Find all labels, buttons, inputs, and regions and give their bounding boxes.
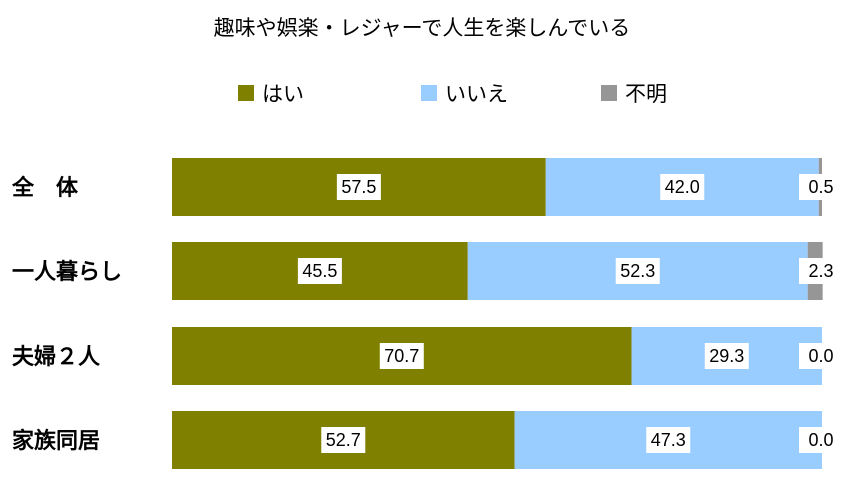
category-label-1: 全 体 [11,175,79,201]
legend-swatch-2 [421,85,437,101]
value-label-1-2: 42.0 [665,177,700,197]
value-labels: 57.5 42.0 0.5 45.5 52.3 2.3 70.7 29.3 0.0 52.7 47.… [297,174,843,453]
legend: はい いいえ 不明 [238,82,667,106]
value-label-2-3: 2.3 [808,261,833,281]
legend-label-2: いいえ [445,82,508,106]
legend-swatch-3 [601,85,617,101]
legend-swatch-1 [238,85,254,101]
value-label-1-1: 57.5 [341,177,376,197]
value-label-3-2: 29.3 [709,346,744,366]
value-label-3-1: 70.7 [384,346,419,366]
value-label-box-3-3 [799,343,843,369]
legend-label-3: 不明 [625,82,667,106]
category-label-4: 家族同居 [12,428,100,454]
value-label-box-1-3 [799,174,843,200]
legend-label-1: はい [262,82,304,106]
value-label-box-4-3 [799,427,843,453]
value-label-box-4-1 [321,427,366,453]
value-label-box-3-1 [379,343,424,369]
value-label-box-2-1 [297,258,342,284]
value-label-box-3-2 [704,343,749,369]
value-label-4-3: 0.0 [808,430,833,450]
chart-title: 趣味や娯楽・レジャーで人生を楽しんでいる [214,16,631,40]
value-label-2-1: 45.5 [302,261,337,281]
value-label-3-3: 0.0 [808,346,833,366]
value-label-box-1-2 [660,174,705,200]
category-label-3: 夫婦２人 [12,344,100,370]
value-label-box-2-3 [799,258,843,284]
category-label-2: 一人暮らし [12,260,122,285]
value-label-box-2-2 [615,258,660,284]
value-label-4-2: 47.3 [651,430,686,450]
value-label-box-4-2 [646,427,691,453]
value-label-2-2: 52.3 [620,261,655,281]
value-label-box-1-1 [336,174,381,200]
value-label-1-3: 0.5 [808,177,833,197]
bars [172,158,823,469]
value-label-4-1: 52.7 [326,430,361,450]
